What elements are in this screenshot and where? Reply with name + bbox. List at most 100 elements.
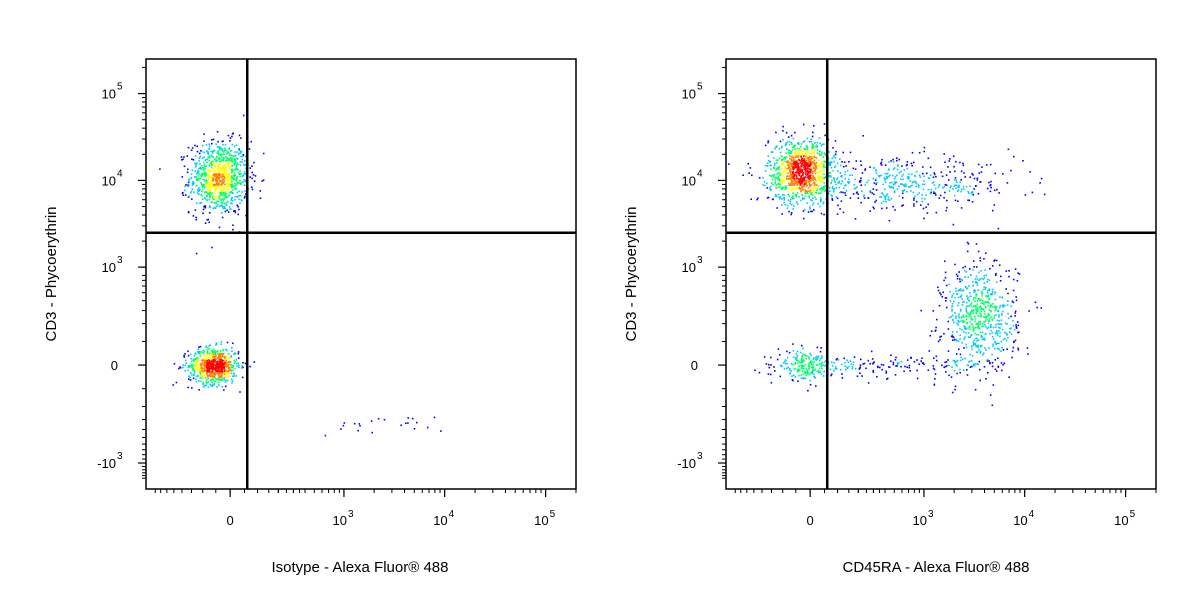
data-point xyxy=(988,288,990,291)
data-point xyxy=(863,194,865,197)
data-point xyxy=(937,286,939,289)
data-point xyxy=(810,199,812,201)
data-point xyxy=(885,372,888,374)
data-point xyxy=(223,197,225,199)
data-point xyxy=(955,317,957,320)
data-point xyxy=(916,377,919,380)
x-axis-label: CD45RA - Alexa Fluor® 488 xyxy=(843,559,1030,576)
data-point xyxy=(237,352,240,355)
data-point xyxy=(767,155,770,157)
data-point xyxy=(813,178,816,180)
data-point xyxy=(203,172,206,174)
data-point xyxy=(728,163,730,165)
data-point xyxy=(988,309,991,311)
data-point xyxy=(253,161,255,164)
data-point xyxy=(831,157,834,160)
data-point xyxy=(831,195,833,197)
data-point xyxy=(207,370,210,373)
data-point xyxy=(781,168,783,170)
data-point xyxy=(204,167,206,170)
data-point xyxy=(199,353,201,355)
data-point xyxy=(787,166,790,168)
data-point xyxy=(223,164,226,166)
data-point xyxy=(801,180,803,183)
data-point xyxy=(965,309,968,312)
data-point xyxy=(801,170,804,172)
data-point xyxy=(880,363,883,366)
data-point xyxy=(978,172,981,174)
data-point xyxy=(207,153,210,155)
data-point xyxy=(834,368,837,370)
data-point xyxy=(911,151,914,154)
data-point xyxy=(792,205,795,207)
data-point xyxy=(836,197,839,200)
data-point xyxy=(244,195,246,198)
data-point xyxy=(979,379,981,382)
data-point xyxy=(845,165,847,167)
data-point xyxy=(210,189,212,191)
data-point xyxy=(987,313,989,315)
data-point xyxy=(903,370,905,373)
data-point xyxy=(225,379,227,382)
data-point xyxy=(792,137,795,140)
data-point xyxy=(205,379,208,381)
data-point xyxy=(817,174,819,177)
data-point xyxy=(796,153,799,156)
data-point xyxy=(224,147,226,150)
data-point xyxy=(213,170,216,173)
data-point xyxy=(218,177,221,180)
data-point xyxy=(203,358,206,360)
data-point xyxy=(985,349,987,351)
data-point xyxy=(773,167,775,170)
data-point xyxy=(993,189,996,192)
data-point xyxy=(803,148,806,150)
data-point xyxy=(200,366,203,369)
data-point xyxy=(223,165,225,167)
data-point xyxy=(202,381,205,384)
data-point xyxy=(794,171,797,174)
data-point xyxy=(224,365,227,367)
data-point xyxy=(224,171,226,173)
data-point xyxy=(781,178,783,180)
data-point xyxy=(804,370,806,373)
data-point xyxy=(183,165,186,168)
data-point xyxy=(804,180,807,182)
data-point xyxy=(235,187,238,190)
data-point xyxy=(210,360,212,363)
data-point xyxy=(231,160,234,163)
data-point xyxy=(211,150,214,153)
data-point xyxy=(820,373,823,375)
data-point xyxy=(210,358,212,361)
data-point xyxy=(819,357,821,360)
data-point xyxy=(217,184,219,186)
data-point xyxy=(802,171,805,174)
y-tick-label: 10 xyxy=(102,173,116,188)
data-point xyxy=(811,189,813,191)
data-point xyxy=(847,181,849,183)
data-point xyxy=(806,355,808,357)
data-point xyxy=(795,156,797,159)
data-point xyxy=(212,160,214,163)
data-point xyxy=(877,174,880,177)
data-point xyxy=(793,183,795,186)
data-point xyxy=(227,372,230,374)
data-point xyxy=(885,370,887,373)
data-point xyxy=(222,159,224,162)
data-point xyxy=(903,184,905,187)
data-point xyxy=(970,274,972,276)
data-point xyxy=(233,362,235,364)
data-point xyxy=(800,187,802,189)
data-point xyxy=(943,333,945,335)
data-point xyxy=(982,308,984,310)
data-point xyxy=(973,364,976,367)
data-point xyxy=(796,181,798,184)
data-point xyxy=(798,173,800,176)
data-point xyxy=(807,177,810,180)
data-point xyxy=(230,378,233,381)
data-point xyxy=(1008,270,1010,272)
data-point xyxy=(197,375,199,378)
data-point xyxy=(972,306,975,308)
data-point xyxy=(971,355,974,357)
data-point xyxy=(944,276,947,279)
data-point xyxy=(821,152,824,155)
